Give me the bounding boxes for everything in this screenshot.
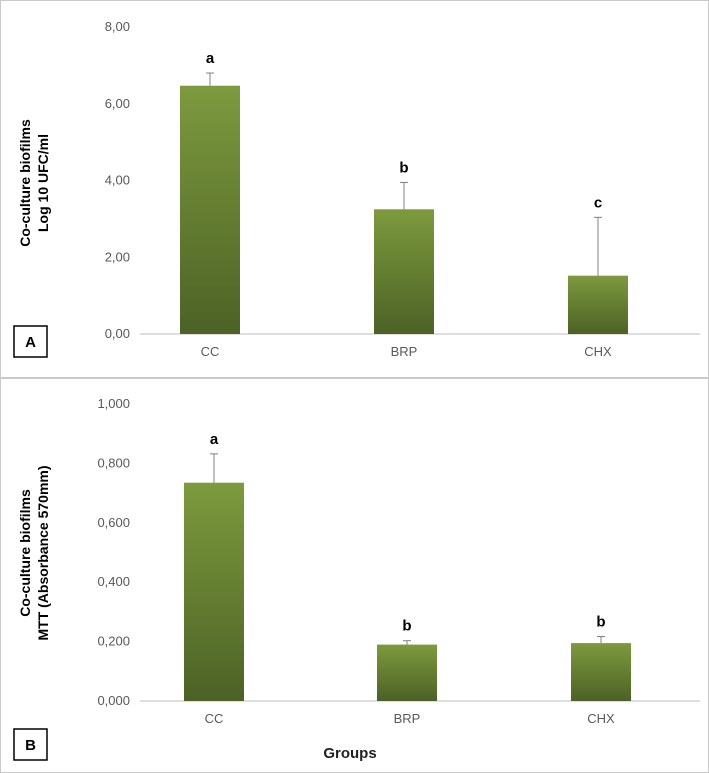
panel-b-y-tick-label: 0,800	[97, 455, 130, 470]
panel-a-category-label: BRP	[391, 344, 418, 359]
panel-a-significance-letter: c	[594, 194, 602, 211]
panel-a-letter: A	[25, 334, 36, 351]
panel-a-y-tick-label: 4,00	[105, 173, 130, 188]
panel-b-category-label: CHX	[587, 711, 615, 726]
panel-a-significance-letter: a	[206, 50, 215, 67]
panel-b-y-tick-label: 0,600	[97, 515, 130, 530]
panel-b-bar-brp	[377, 644, 437, 701]
panel-a-significance-letter: b	[399, 159, 408, 176]
panel-a-y-tick-label: 0,00	[105, 326, 130, 341]
panel-b-frame	[0, 378, 709, 773]
panel-b-letter-box	[13, 728, 48, 761]
panel-a-y-axis-label-line: Log 10 UFC/ml	[35, 134, 51, 232]
panel-b-y-axis-label: Co-culture biofilms MTT (Absorbance 570mm…	[17, 465, 51, 640]
panel-a-bar-brp	[374, 209, 434, 334]
panel-b-y-tick-label: 0,000	[97, 693, 130, 708]
panel-b-category-label: CC	[205, 711, 224, 726]
panel-a-category-label: CHX	[584, 344, 612, 359]
panel-b-y-axis-label-line: MTT (Absorbance 570mm)	[35, 465, 51, 640]
panel-b-significance-letter: b	[402, 618, 411, 635]
panel-b-y-axis-label-line: Co-culture biofilms	[17, 489, 33, 617]
panel-a-y-tick-label: 2,00	[105, 249, 130, 264]
panel-b-y-tick-label: 0,400	[97, 574, 130, 589]
panel-b-bar-cc	[184, 482, 244, 701]
panel-a-category-label: CC	[201, 344, 220, 359]
panel-b-x-axis-title: Groups	[323, 745, 376, 762]
panel-a-y-axis-label-line: Co-culture biofilms	[17, 119, 33, 247]
panel-a-y-tick-label: 6,00	[105, 96, 130, 111]
panel-a-y-axis-label: Co-culture biofilms Log 10 UFC/ml	[17, 119, 51, 247]
panel-b-significance-letter: a	[210, 431, 219, 448]
panel-a-bar-cc	[180, 85, 240, 335]
panel-b-bar-chx	[571, 643, 631, 701]
panel-b-y-tick-label: 0,200	[97, 634, 130, 649]
panel-b-letter: B	[25, 737, 36, 754]
panel-a-letter-box	[13, 325, 48, 358]
panel-b-significance-letter: b	[596, 614, 605, 631]
panel-b-category-label: BRP	[394, 711, 421, 726]
panel-a-bar-chx	[568, 275, 628, 334]
panel-a-y-tick-label: 8,00	[105, 19, 130, 34]
panel-b-y-tick-label: 1,000	[97, 396, 130, 411]
